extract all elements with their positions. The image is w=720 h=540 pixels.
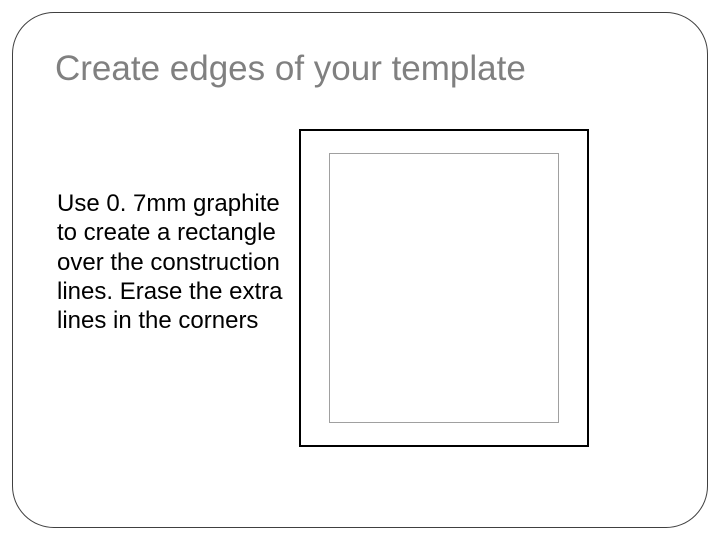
diagram-inner-rectangle — [329, 153, 559, 423]
slide-frame: Create edges of your template Use 0. 7mm… — [12, 12, 708, 528]
diagram-outer-rectangle — [299, 129, 589, 447]
slide-body-text: Use 0. 7mm graphite to create a rectangl… — [57, 189, 287, 335]
slide-title: Create edges of your template — [55, 49, 526, 89]
